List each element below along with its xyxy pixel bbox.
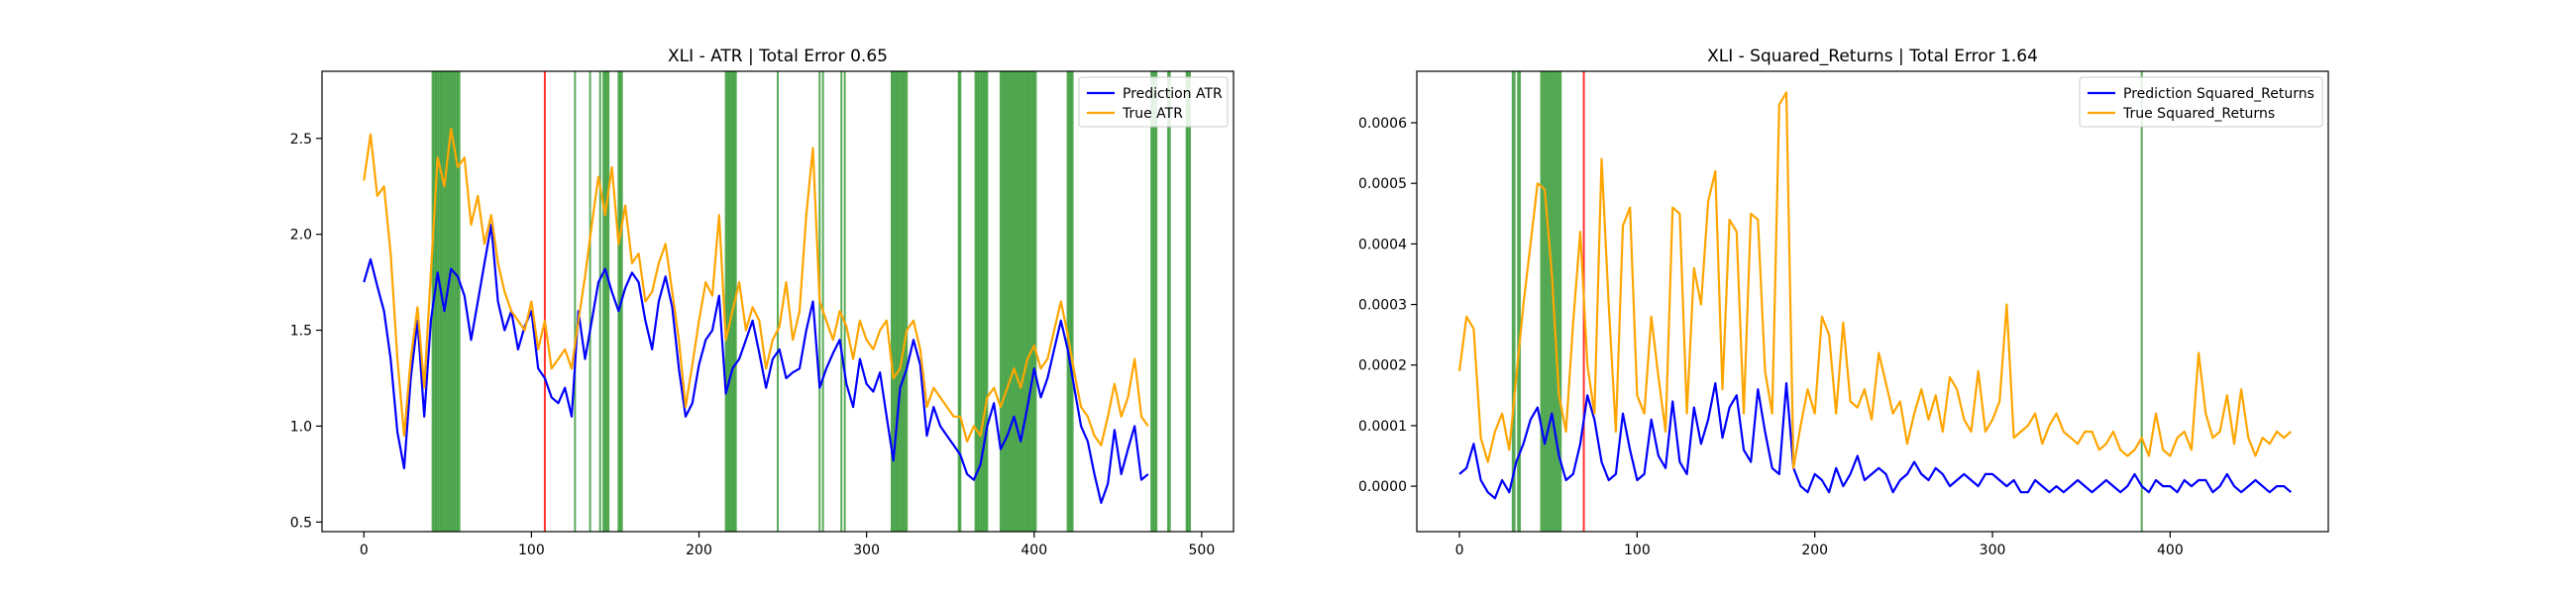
y-tick-label: 0.0003 — [1358, 298, 1407, 314]
x-tick-label: 0 — [360, 543, 369, 558]
legend-box — [2079, 76, 2323, 128]
plot-area — [363, 71, 1192, 532]
atr-chart-panel: 0 100 200 300 400 500 0.5 1.0 1.5 2.0 2.5 XLI - ATR… — [290, 47, 1234, 558]
x-tick-label: 400 — [1020, 543, 1047, 558]
legend-entry: Prediction ATR — [1123, 86, 1223, 102]
prediction-series-line — [363, 223, 1149, 504]
squared-returns-chart-panel: 0 100 200 300 400 0.0000 0.0001 0.0002 0.0003 0.0… — [1358, 47, 2329, 558]
y-tick-label: 2.0 — [290, 228, 312, 244]
true-series-line — [1457, 91, 2293, 469]
y-tick-label: 0.0002 — [1358, 358, 1407, 374]
chart-title: XLI - ATR | Total Error 0.65 — [668, 47, 888, 66]
chart-title: XLI - Squared_Returns | Total Error 1.64 — [1707, 47, 2038, 66]
x-tick-label: 200 — [1801, 543, 1828, 558]
y-tick-label: 0.0006 — [1358, 116, 1407, 132]
y-tick-label: 0.0001 — [1358, 419, 1407, 435]
y-tick-label: 0.0004 — [1358, 237, 1407, 252]
y-tick-label: 0.0005 — [1358, 176, 1407, 192]
x-tick-label: 100 — [518, 543, 545, 558]
x-tick-label: 0 — [1455, 543, 1464, 558]
legend-box — [1078, 76, 1229, 128]
axes-frame — [1416, 70, 2329, 533]
plot-area — [1457, 71, 2293, 532]
x-tick-label: 500 — [1189, 543, 1216, 558]
y-tick-label: 2.5 — [290, 132, 312, 148]
legend: Prediction Squared_Returns True Squared_R… — [2079, 76, 2323, 128]
x-tick-label: 200 — [686, 543, 712, 558]
axes-frame — [321, 70, 1234, 533]
y-tick-label: 0.0000 — [1358, 479, 1407, 495]
x-tick-label: 300 — [1980, 543, 2006, 558]
true-series-line — [363, 128, 1149, 446]
x-tick-label: 300 — [853, 543, 880, 558]
legend-entry: True ATR — [1122, 106, 1183, 122]
x-tick-label: 400 — [2157, 543, 2184, 558]
legend-entry: True Squared_Returns — [2122, 106, 2275, 122]
y-tick-label: 1.5 — [290, 324, 312, 340]
x-tick-label: 100 — [1624, 543, 1651, 558]
legend-entry: Prediction Squared_Returns — [2123, 86, 2314, 102]
prediction-series-line — [1458, 382, 2293, 500]
y-tick-label: 1.0 — [290, 419, 312, 435]
legend: Prediction ATR True ATR — [1078, 76, 1229, 128]
y-tick-label: 0.5 — [290, 515, 312, 531]
